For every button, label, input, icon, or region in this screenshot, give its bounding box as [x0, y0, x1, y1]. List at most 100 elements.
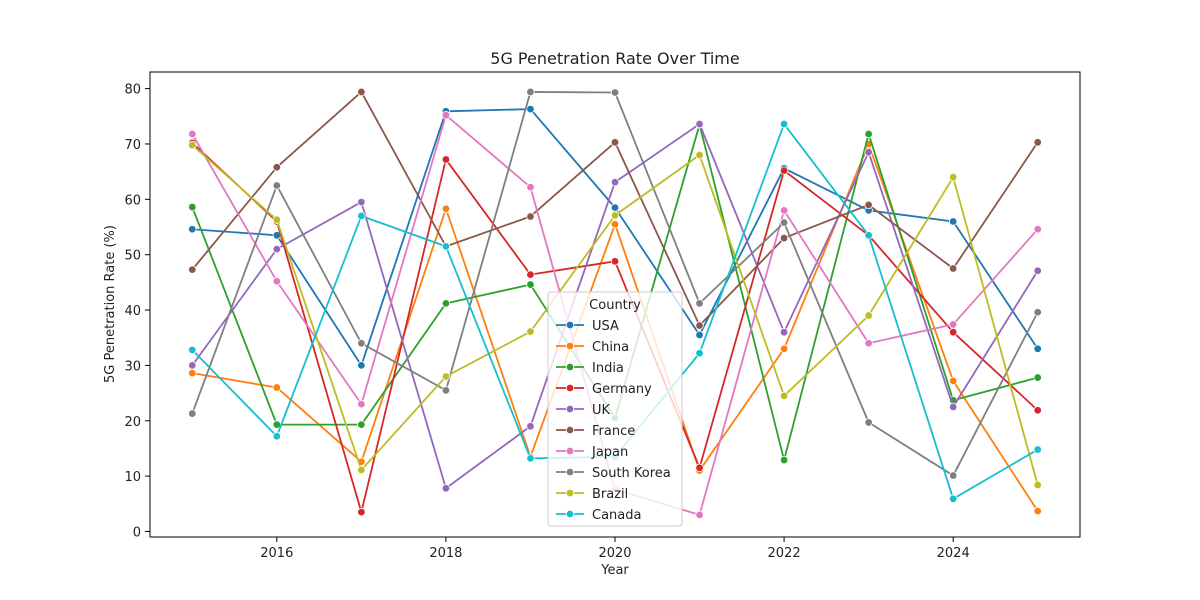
legend-label: Canada	[592, 508, 641, 523]
data-point-canada	[948, 494, 958, 504]
legend-item-india: India	[556, 361, 624, 376]
data-point-china	[779, 344, 789, 353]
data-point-india	[864, 129, 873, 139]
legend-label: Japan	[591, 445, 628, 460]
data-point-china	[188, 368, 197, 378]
data-point-germany	[779, 166, 789, 175]
data-point-uk	[526, 422, 535, 431]
y-tick-label: 80	[124, 83, 141, 98]
y-tick-label: 0	[133, 525, 141, 540]
legend-swatch-marker	[565, 404, 575, 414]
data-point-brazil	[864, 311, 873, 320]
data-point-canada	[695, 349, 704, 358]
data-point-usa	[526, 104, 535, 114]
data-point-usa	[188, 225, 197, 234]
data-point-canada	[272, 432, 282, 441]
data-point-germany	[357, 507, 366, 517]
series-usa	[188, 104, 1042, 370]
data-point-france	[188, 265, 197, 274]
data-point-uk	[695, 119, 704, 129]
legend-item-germany: Germany	[556, 382, 652, 397]
data-point-uk	[779, 327, 789, 337]
data-point-japan	[948, 320, 958, 329]
y-axis: 0 10 20 30 40 50 60 70 80	[124, 83, 150, 540]
data-point-usa	[610, 203, 620, 212]
x-tick-label: 2022	[768, 546, 801, 561]
legend-swatch-marker	[565, 320, 575, 330]
legend-item-france: France	[556, 424, 635, 439]
data-point-south-korea	[526, 87, 535, 97]
x-tick-label: 2016	[260, 546, 293, 561]
data-point-france	[1033, 138, 1042, 147]
data-point-japan	[272, 277, 282, 286]
series-uk	[188, 119, 1042, 493]
data-point-uk	[272, 244, 282, 254]
data-point-brazil	[610, 211, 620, 220]
data-point-india	[779, 455, 789, 465]
data-point-brazil	[779, 391, 789, 401]
legend-item-canada: Canada	[556, 508, 641, 523]
data-point-south-korea	[272, 181, 282, 190]
legend-swatch-marker	[565, 341, 575, 351]
data-point-germany	[441, 155, 451, 164]
data-point-canada	[441, 242, 451, 251]
data-point-uk	[610, 177, 620, 187]
series-brazil	[188, 140, 1042, 490]
legend-item-japan: Japan	[556, 445, 628, 460]
data-point-uk	[188, 361, 197, 370]
data-point-france	[272, 163, 282, 172]
data-point-india	[441, 299, 451, 308]
data-point-japan	[1033, 225, 1042, 234]
data-point-usa	[948, 217, 958, 226]
data-point-uk	[357, 197, 366, 207]
data-point-france	[779, 233, 789, 243]
legend-item-south-korea: South Korea	[556, 466, 671, 481]
data-point-south-korea	[695, 299, 704, 308]
data-point-brazil	[272, 215, 282, 225]
data-point-uk	[948, 402, 958, 412]
data-point-china	[441, 204, 451, 213]
legend-swatch-marker	[565, 383, 575, 393]
legend-box	[547, 291, 683, 527]
y-tick-label: 40	[124, 304, 141, 319]
legend-title: Country	[589, 298, 641, 313]
x-tick-label: 2024	[937, 546, 970, 561]
data-point-brazil	[1033, 480, 1042, 490]
data-point-brazil	[357, 465, 366, 475]
data-point-japan	[526, 182, 535, 192]
data-point-japan	[695, 510, 704, 520]
data-point-south-korea	[610, 88, 620, 97]
data-point-japan	[441, 110, 451, 120]
data-point-uk	[1033, 266, 1042, 275]
y-tick-label: 60	[124, 193, 141, 208]
x-tick-label: 2018	[429, 546, 462, 561]
data-point-germany	[695, 463, 704, 473]
legend-label: France	[592, 424, 635, 439]
data-point-japan	[779, 206, 789, 215]
data-point-canada	[357, 211, 366, 221]
data-point-china	[948, 376, 958, 386]
y-axis-label: 5G Penetration Rate (%)	[103, 225, 118, 383]
data-point-france	[526, 212, 535, 221]
data-point-china	[1033, 506, 1042, 516]
data-point-canada	[1033, 445, 1042, 454]
data-point-germany	[1033, 406, 1042, 415]
legend-label: USA	[592, 319, 619, 334]
x-axis: 2016 2018 2020 2022 2024	[260, 537, 970, 561]
legend-item-china: China	[556, 340, 629, 355]
data-point-japan	[357, 399, 366, 409]
data-point-usa	[1033, 344, 1042, 353]
data-point-japan	[188, 129, 197, 139]
data-point-canada	[864, 231, 873, 240]
data-point-south-korea	[357, 339, 366, 348]
legend-label: India	[592, 361, 624, 376]
data-point-france	[864, 200, 873, 210]
data-point-south-korea	[441, 386, 451, 395]
data-point-uk	[441, 484, 451, 493]
data-point-india	[357, 420, 366, 429]
y-tick-label: 30	[124, 359, 141, 374]
legend-label: South Korea	[592, 466, 671, 481]
legend-swatch-marker	[565, 467, 575, 477]
data-point-usa	[357, 361, 366, 370]
data-point-india	[526, 280, 535, 289]
